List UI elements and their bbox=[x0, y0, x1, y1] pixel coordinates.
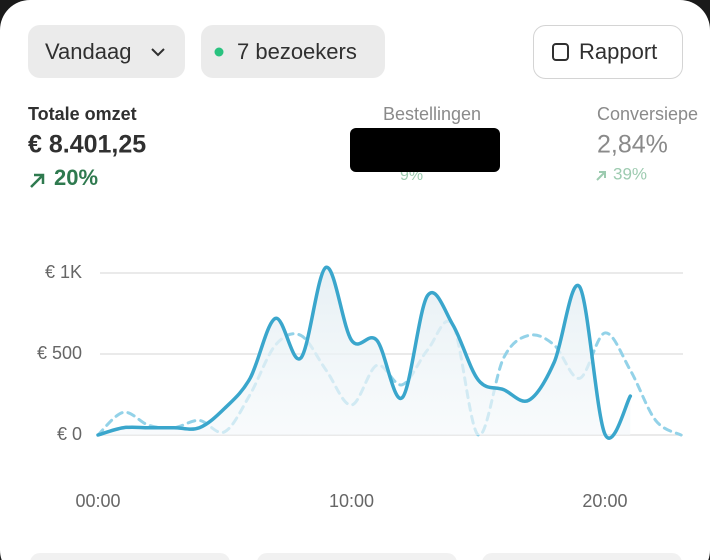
arrow-icon bbox=[30, 173, 45, 188]
button-label: 7 bezoekers bbox=[237, 39, 357, 64]
arrow-icon bbox=[596, 171, 606, 181]
redaction bbox=[350, 128, 500, 172]
metric-label: Totale omzet bbox=[28, 104, 137, 124]
card-preview bbox=[482, 553, 682, 560]
y-tick-label: € 0 bbox=[57, 424, 82, 444]
metric-change: 39% bbox=[613, 164, 647, 183]
chart: € 0 € 500 € 1K 00:00 10:00 20:00 bbox=[37, 262, 683, 511]
button-bg bbox=[533, 25, 683, 79]
button-bg bbox=[201, 25, 385, 78]
y-tick-label: € 500 bbox=[37, 343, 82, 363]
visitors-button[interactable]: 7 bezoekers bbox=[201, 25, 385, 78]
chevron-icon bbox=[151, 48, 165, 57]
report-icon bbox=[552, 43, 569, 61]
live-dot bbox=[214, 47, 224, 57]
metric-value: € 8.401,25 bbox=[28, 131, 146, 159]
metric-value: 2,84% bbox=[597, 131, 668, 159]
date-filter-button[interactable]: Vandaag bbox=[28, 25, 185, 78]
card-preview bbox=[257, 553, 457, 560]
x-tick-label: 00:00 bbox=[75, 491, 120, 511]
metric-label: Bestellingen bbox=[383, 104, 481, 124]
metric-label: Conversiepe bbox=[597, 104, 698, 124]
x-tick-label: 20:00 bbox=[582, 491, 627, 511]
area bbox=[98, 267, 631, 439]
x-tick-label: 10:00 bbox=[329, 491, 374, 511]
button-label: Vandaag bbox=[45, 39, 131, 64]
button-bg bbox=[28, 25, 185, 78]
line bbox=[96, 265, 633, 440]
button-label: Rapport bbox=[579, 39, 657, 64]
metric-change: 20% bbox=[54, 165, 98, 190]
report-button[interactable]: Rapport bbox=[533, 25, 683, 79]
card-preview bbox=[30, 553, 230, 560]
y-tick-label: € 1K bbox=[45, 262, 82, 282]
